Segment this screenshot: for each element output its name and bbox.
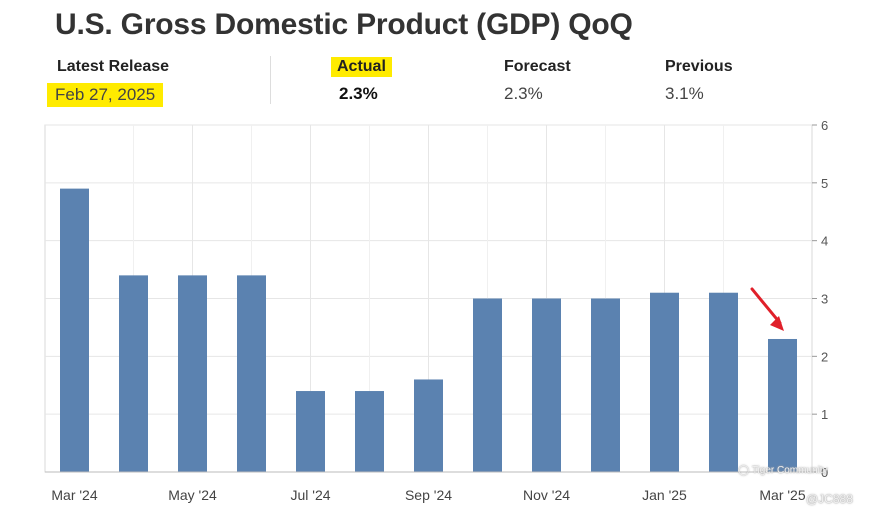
bar-3 (237, 275, 266, 472)
y-tick-label: 6 (821, 118, 828, 133)
bar-12 (768, 338, 797, 472)
watermark-logo-icon: ◯ (738, 465, 750, 476)
bar-11 (709, 292, 738, 472)
x-tick-label: Mar '25 (759, 487, 805, 503)
y-tick-label: 5 (821, 176, 828, 191)
y-tick-label: 2 (821, 349, 828, 364)
watermark-user: @JC888 (806, 492, 853, 506)
x-tick-label: Nov '24 (523, 487, 570, 503)
y-tick-label: 4 (821, 234, 828, 249)
stat-forecast: Forecast 2.3% (502, 57, 573, 105)
bar-2 (178, 275, 207, 472)
forecast-value: 2.3% (504, 84, 543, 103)
y-tick-label: 1 (821, 407, 828, 422)
annotation-arrow-shaft (750, 287, 782, 325)
x-tick-label: Mar '24 (51, 487, 97, 503)
bar-9 (591, 298, 620, 472)
watermark-brand: ◯ Tiger Community (738, 465, 828, 476)
actual-label: Actual (331, 57, 392, 77)
bar-5 (355, 391, 384, 472)
bar-8 (532, 298, 561, 472)
stat-previous: Previous 3.1% (663, 57, 735, 105)
x-tick-label: Jul '24 (290, 487, 330, 503)
bar-0 (60, 188, 89, 472)
x-tick-label: Sep '24 (405, 487, 452, 503)
bar-10 (650, 292, 679, 472)
bar-7 (473, 298, 502, 472)
y-tick-label: 3 (821, 292, 828, 307)
stat-latest-release: Latest Release Feb 27, 2025 (47, 57, 171, 107)
stats-divider (270, 56, 271, 104)
previous-value: 3.1% (665, 84, 704, 103)
y-tick-label: 0 (821, 465, 828, 480)
bar-1 (119, 275, 148, 472)
latest-release-label: Latest Release (57, 58, 170, 75)
stat-actual: Actual 2.3% (331, 57, 392, 105)
bar-4 (296, 391, 325, 472)
previous-label: Previous (665, 58, 733, 75)
latest-release-value: Feb 27, 2025 (47, 83, 164, 107)
x-tick-label: May '24 (168, 487, 217, 503)
page-title: U.S. Gross Domestic Product (GDP) QoQ (55, 8, 633, 41)
x-tick-label: Jan '25 (642, 487, 687, 503)
forecast-label: Forecast (504, 58, 571, 75)
annotation-arrow-head (770, 315, 784, 331)
actual-value: 2.3% (339, 84, 378, 103)
bar-6 (414, 379, 443, 472)
